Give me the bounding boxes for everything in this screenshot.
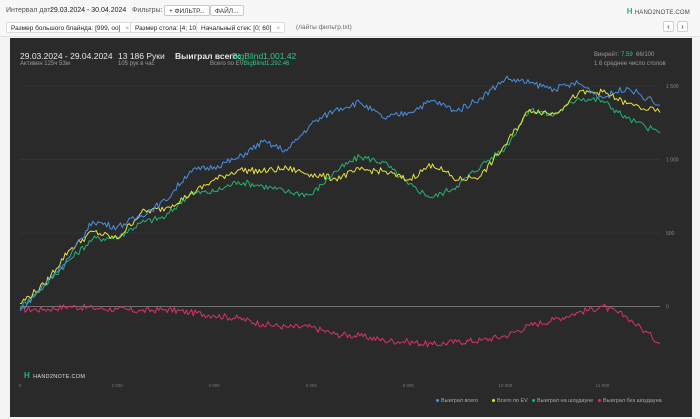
interval-label: Интервал дат: [6, 7, 53, 14]
series-line-0 [19, 75, 660, 312]
x-tick-label: 0 [19, 383, 22, 388]
panel-logo: H HAND2NOTE.COM [24, 371, 85, 380]
x-tick-label: 10 000 [498, 383, 512, 388]
winrate-value: 7.59 [621, 52, 633, 58]
y-tick-label: 1 000 [666, 158, 679, 164]
legend-dot [436, 399, 439, 403]
next-button[interactable]: › [677, 21, 688, 32]
legend-item-ev[interactable]: Всего по EV [492, 398, 528, 404]
y-tick-label: 1 500 [666, 84, 679, 90]
legend-label: Всего по EV [497, 398, 528, 404]
interval-select[interactable]: 29.03.2024 - 30.04.2024 [50, 7, 127, 14]
filter-chips-bar: Размер большого блайнда: [999, oo] × Разм… [0, 20, 700, 37]
active-time: Активен 125ч 53м [20, 61, 70, 67]
hand2note-logo: H HAND2NOTE.COM [627, 7, 690, 16]
avg-tables: 1.6 среднее число столов [594, 61, 666, 67]
x-tick-label: 4 000 [209, 383, 221, 388]
legend-dot [598, 399, 601, 403]
legend-item-won-total[interactable]: Выиграл всего [436, 398, 478, 404]
logo-mark-icon: H [626, 7, 633, 16]
chip-label: Начальный стек: [0; 60] [201, 25, 272, 32]
top-toolbar: Интервал дат: 29.03.2024 - 30.04.2024 Фи… [0, 0, 700, 20]
series-line-3 [19, 303, 661, 348]
x-tick-label: 6 000 [306, 383, 318, 388]
panel-logo-text: HAND2NOTE.COM [33, 374, 86, 380]
prev-button[interactable]: ‹ [663, 21, 674, 32]
date-range: 29.03.2024 - 29.04.2024 [20, 51, 113, 61]
filter-file-note: (лайты фильтр.txt) [296, 24, 352, 31]
graph-panel: 29.03.2024 - 29.04.2024 Активен 125ч 53м… [10, 38, 692, 417]
y-tick-label: 500 [666, 231, 675, 237]
legend-item-showdown[interactable]: Выиграл на шоудауне [532, 398, 593, 404]
x-tick-label: 8 000 [403, 383, 415, 388]
x-tick-label: 12 000 [596, 383, 610, 388]
hands-per-hour: 105 рук в час [118, 61, 155, 67]
ev-value: BigBlind1,292.46 [244, 61, 290, 67]
logo-mark-icon: H [24, 371, 31, 380]
legend-label: Выиграл на шоудауне [537, 398, 594, 404]
legend-label: Выиграл без шоудауна [603, 398, 662, 404]
filter-chip-bigblind[interactable]: Размер большого блайнда: [999, oo] × [6, 22, 135, 33]
winrate-rest: 66/100 [636, 52, 655, 58]
legend-item-non-showdown[interactable]: Выиграл без шоудауна [598, 398, 662, 404]
series-line-2 [19, 97, 661, 310]
logo-text: HAND2NOTE.COM [634, 10, 690, 16]
chip-label: Размер стола: [4; 10] [135, 25, 198, 32]
winrate-label: Винрейт: [594, 52, 620, 58]
filters-label: Фильтры: [132, 7, 163, 14]
ev-label: Всего по EV: [210, 61, 246, 67]
legend-dot [492, 399, 495, 403]
filter-chip-start-stack[interactable]: Начальный стек: [0; 60] × [196, 22, 286, 33]
add-filter-button[interactable]: + ФИЛЬТР... [164, 5, 210, 16]
file-button[interactable]: ФАЙЛ... [210, 5, 244, 16]
x-tick-label: 2 000 [111, 383, 123, 388]
legend-dot [532, 399, 535, 403]
close-icon[interactable]: × [125, 25, 130, 32]
chip-label: Размер большого блайнда: [999, oo] [11, 25, 121, 32]
hands-count: 13 186 Руки [118, 51, 165, 61]
y-tick-label: 0 [666, 305, 669, 311]
won-total-value: BigBlind1,001.42 [232, 51, 297, 61]
won-total-label: Выиграл всего: [175, 51, 241, 61]
profit-graph: 0 500 1 000 1 500 0 2 000 4 000 6 000 8 000 10 00… [19, 75, 679, 388]
close-icon[interactable]: × [276, 25, 281, 32]
legend-label: Выиграл всего [441, 398, 479, 404]
series-line-1 [19, 88, 661, 305]
